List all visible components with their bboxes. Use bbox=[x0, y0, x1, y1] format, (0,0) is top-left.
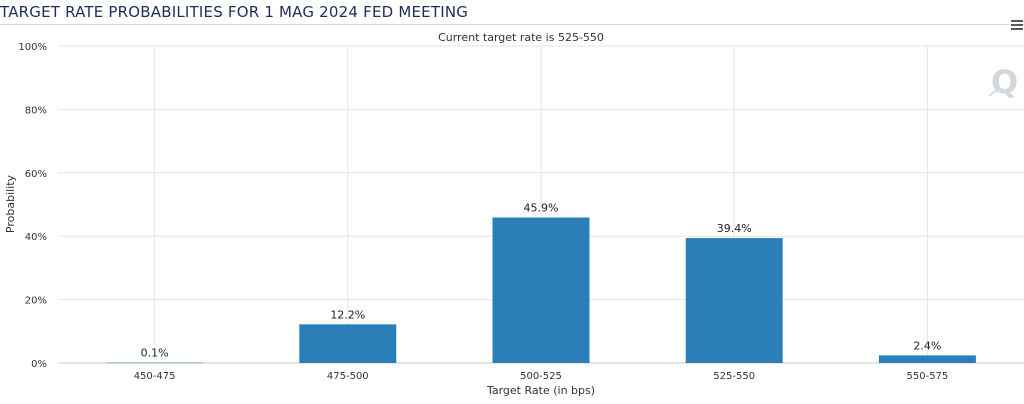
x-tick-label: 500-525 bbox=[520, 371, 562, 382]
hamburger-menu-icon[interactable] bbox=[1008, 18, 1024, 32]
y-tick-label: 80% bbox=[25, 105, 47, 116]
bar bbox=[299, 324, 397, 363]
bar bbox=[492, 217, 590, 363]
page-title: TARGET RATE PROBABILITIES FOR 1 MAG 2024… bbox=[0, 3, 469, 21]
q-logo-icon: Q bbox=[988, 63, 1018, 101]
x-tick-label: 550-575 bbox=[907, 371, 949, 382]
menu-line bbox=[1011, 20, 1023, 22]
bar bbox=[106, 362, 204, 364]
x-tick-label: 450-475 bbox=[134, 371, 176, 382]
data-label: 12.2% bbox=[330, 308, 365, 321]
menu-line bbox=[1011, 24, 1023, 26]
x-axis-label: Target Rate (in bps) bbox=[486, 384, 595, 397]
x-tick-label: 525-550 bbox=[713, 371, 755, 382]
data-label: 2.4% bbox=[913, 339, 941, 352]
bar bbox=[685, 238, 783, 363]
y-tick-label: 40% bbox=[25, 232, 47, 243]
y-tick-label: 0% bbox=[31, 359, 47, 370]
y-tick-label: 100% bbox=[18, 42, 47, 53]
data-label: 45.9% bbox=[524, 201, 559, 214]
svg-text:Q: Q bbox=[991, 63, 1018, 101]
x-tick-label: 475-500 bbox=[327, 371, 369, 382]
chart-subtitle: Current target rate is 525-550 bbox=[438, 31, 604, 44]
bar bbox=[878, 355, 976, 363]
y-axis-label: Probability bbox=[4, 174, 17, 233]
y-tick-label: 60% bbox=[25, 169, 47, 180]
data-label: 0.1% bbox=[141, 347, 169, 360]
data-label: 39.4% bbox=[717, 222, 752, 235]
y-tick-label: 20% bbox=[25, 296, 47, 307]
chart-header-bar bbox=[0, 0, 1024, 25]
menu-line bbox=[1011, 28, 1023, 30]
